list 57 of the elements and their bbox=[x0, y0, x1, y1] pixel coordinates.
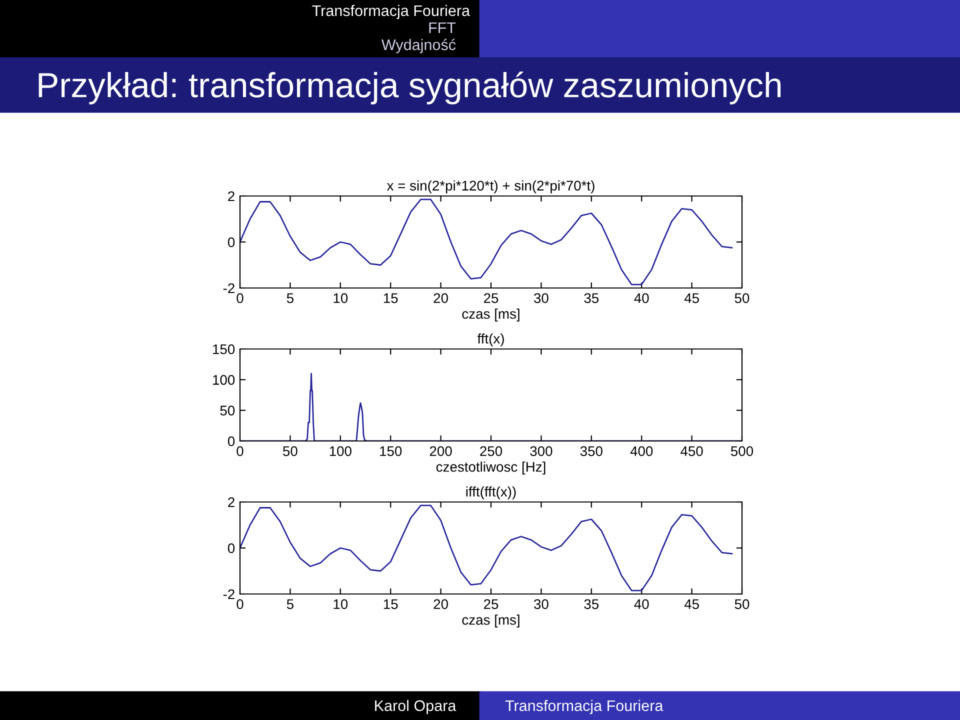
chart-title: ifft(fft(x)) bbox=[466, 486, 516, 500]
line-series bbox=[240, 198, 733, 286]
x-tick-label: 35 bbox=[584, 599, 599, 610]
x-tick-label: 450 bbox=[680, 446, 703, 456]
y-tick-label: 0 bbox=[228, 237, 235, 248]
x-tick-label: 15 bbox=[384, 293, 398, 304]
x-tick-label: 30 bbox=[534, 293, 548, 304]
x-tick-label: 25 bbox=[484, 599, 498, 610]
y-tick-label: 0 bbox=[228, 436, 235, 446]
x-tick-label: 5 bbox=[286, 599, 294, 610]
x-axis-title: czas [ms] bbox=[462, 614, 520, 628]
x-tick-label: 250 bbox=[480, 446, 502, 456]
x-tick-label: 200 bbox=[430, 446, 452, 456]
text: Wydajność bbox=[381, 38, 456, 54]
chart-title: x = sin(2*pi*120*t) + sin(2*pi*70*t) bbox=[386, 180, 594, 194]
x-tick-label: 10 bbox=[334, 293, 348, 304]
x-tick-label: 40 bbox=[634, 293, 649, 304]
y-tick-label: -2 bbox=[223, 283, 234, 294]
x-axis-title: czestotliwosc [Hz] bbox=[436, 462, 546, 475]
x-tick-label: 350 bbox=[580, 446, 602, 456]
text: Transformacja Fouriera bbox=[312, 4, 470, 20]
x-tick-label: 400 bbox=[630, 446, 653, 456]
x-tick-label: 0 bbox=[236, 599, 244, 610]
x-tick-label: 50 bbox=[734, 293, 750, 304]
x-tick-label: 10 bbox=[334, 599, 348, 610]
x-axis-title: czas [ms] bbox=[462, 308, 520, 322]
y-tick-label: 2 bbox=[228, 191, 234, 202]
x-tick-label: 20 bbox=[434, 293, 448, 304]
chart-title: fft(x) bbox=[477, 333, 504, 346]
x-tick-label: 50 bbox=[283, 446, 298, 456]
text: Przykład: transformacja sygnałów zaszumionych bbox=[38, 72, 781, 104]
x-tick-label: 15 bbox=[384, 599, 398, 610]
y-tick-label: 50 bbox=[220, 406, 235, 416]
x-tick-label: 100 bbox=[330, 446, 352, 456]
x-tick-label: 20 bbox=[434, 599, 448, 610]
y-tick-label: 150 bbox=[213, 344, 235, 354]
x-tick-label: 0 bbox=[236, 446, 244, 456]
y-tick-label: 2 bbox=[228, 497, 234, 508]
x-tick-label: 150 bbox=[380, 446, 402, 456]
y-tick-label: -2 bbox=[223, 589, 234, 600]
x-tick-label: 300 bbox=[530, 446, 552, 456]
x-tick-label: 45 bbox=[684, 599, 699, 610]
line-series bbox=[240, 504, 733, 592]
x-tick-label: 40 bbox=[634, 599, 649, 610]
x-tick-label: 25 bbox=[484, 293, 498, 304]
text: FFT bbox=[429, 22, 456, 33]
x-tick-label: 35 bbox=[584, 293, 599, 304]
y-tick-label: 0 bbox=[228, 543, 235, 554]
x-tick-label: 0 bbox=[236, 293, 244, 304]
text: Transformacja Fouriera bbox=[505, 700, 664, 714]
x-tick-label: 500 bbox=[730, 446, 754, 456]
x-tick-label: 30 bbox=[534, 599, 548, 610]
x-tick-label: 50 bbox=[734, 599, 750, 610]
text: Karol Opara bbox=[375, 700, 456, 714]
x-tick-label: 45 bbox=[684, 293, 699, 304]
x-tick-label: 5 bbox=[286, 293, 294, 304]
y-tick-label: 100 bbox=[213, 375, 235, 385]
